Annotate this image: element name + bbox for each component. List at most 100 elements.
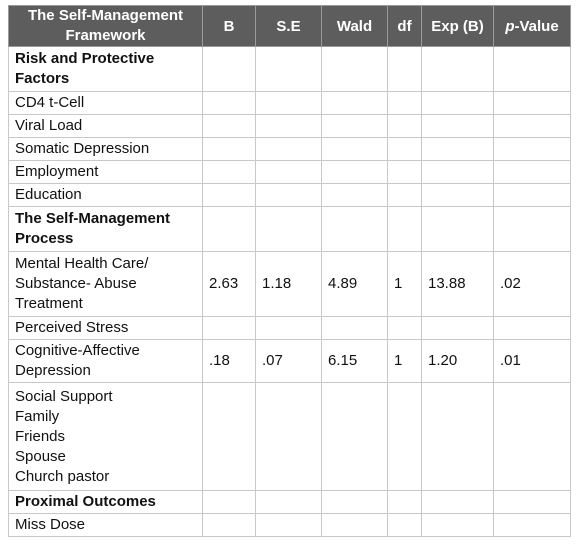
section-row: Proximal Outcomes bbox=[8, 490, 571, 514]
cell-df bbox=[387, 513, 422, 537]
row-label: Miss Dose bbox=[8, 513, 203, 537]
cell-df bbox=[387, 46, 422, 92]
cell-df bbox=[387, 206, 422, 252]
cell-wald: 6.15 bbox=[321, 339, 388, 383]
section-row: The Self-Management Process bbox=[8, 206, 571, 252]
cell-pvalue bbox=[493, 137, 571, 161]
cell-b: .18 bbox=[202, 339, 256, 383]
cell-expb bbox=[421, 137, 494, 161]
cell-df bbox=[387, 382, 422, 491]
cell-expb bbox=[421, 46, 494, 92]
row-label: CD4 t-Cell bbox=[8, 91, 203, 115]
cell-wald bbox=[321, 316, 388, 340]
cell-b bbox=[202, 46, 256, 92]
row-label: Cognitive-Affective Depression bbox=[8, 339, 203, 383]
cell-se bbox=[255, 160, 322, 184]
cell-se bbox=[255, 183, 322, 207]
cell-expb bbox=[421, 160, 494, 184]
table-row: CD4 t-Cell bbox=[8, 91, 571, 115]
cell-df bbox=[387, 316, 422, 340]
row-label: Mental Health Care/ Substance- Abuse Tre… bbox=[8, 251, 203, 317]
row-label: Viral Load bbox=[8, 114, 203, 138]
cell-wald bbox=[321, 46, 388, 92]
cell-pvalue bbox=[493, 206, 571, 252]
cell-wald bbox=[321, 183, 388, 207]
row-label: Employment bbox=[8, 160, 203, 184]
cell-se bbox=[255, 513, 322, 537]
cell-b: 2.63 bbox=[202, 251, 256, 317]
cell-b bbox=[202, 206, 256, 252]
table-row: Education bbox=[8, 183, 571, 207]
cell-wald bbox=[321, 114, 388, 138]
section-row: Risk and Protective Factors bbox=[8, 46, 571, 92]
cell-se bbox=[255, 316, 322, 340]
table-row: Cognitive-Affective Depression .18.07 6.15… bbox=[8, 339, 571, 383]
table-row: Perceived Stress bbox=[8, 316, 571, 340]
cell-b bbox=[202, 183, 256, 207]
cell-pvalue bbox=[493, 91, 571, 115]
header-df: df bbox=[387, 5, 422, 47]
section-label: The Self-Management Process bbox=[8, 206, 203, 252]
table-row: Somatic Depression bbox=[8, 137, 571, 161]
header-row: The Self-Management Framework B S.E Wald… bbox=[8, 5, 571, 47]
cell-b bbox=[202, 316, 256, 340]
cell-wald bbox=[321, 382, 388, 491]
cell-pvalue: .02 bbox=[493, 251, 571, 317]
cell-se bbox=[255, 382, 322, 491]
cell-wald bbox=[321, 513, 388, 537]
cell-wald bbox=[321, 160, 388, 184]
cell-df bbox=[387, 114, 422, 138]
cell-b bbox=[202, 114, 256, 138]
cell-expb: 13.88 bbox=[421, 251, 494, 317]
cell-expb bbox=[421, 316, 494, 340]
header-framework: The Self-Management Framework bbox=[8, 5, 203, 47]
cell-se: 1.18 bbox=[255, 251, 322, 317]
cell-b bbox=[202, 137, 256, 161]
cell-df bbox=[387, 137, 422, 161]
cell-b bbox=[202, 91, 256, 115]
header-pvalue-rest: -Value bbox=[514, 17, 559, 35]
table-row: Mental Health Care/ Substance- Abuse Tre… bbox=[8, 251, 571, 317]
table-header: The Self-Management Framework B S.E Wald… bbox=[8, 5, 571, 47]
header-expb: Exp (B) bbox=[421, 5, 494, 47]
cell-wald bbox=[321, 137, 388, 161]
cell-expb bbox=[421, 490, 494, 514]
table-row: Miss Dose bbox=[8, 513, 571, 537]
cell-pvalue bbox=[493, 490, 571, 514]
row-label: Perceived Stress bbox=[8, 316, 203, 340]
cell-wald bbox=[321, 91, 388, 115]
cell-pvalue bbox=[493, 316, 571, 340]
row-label: Social Support Family Friends Spouse Chu… bbox=[8, 382, 203, 491]
cell-df: 1 bbox=[387, 339, 422, 383]
cell-df bbox=[387, 490, 422, 514]
cell-b bbox=[202, 382, 256, 491]
cell-se bbox=[255, 114, 322, 138]
cell-se bbox=[255, 206, 322, 252]
cell-wald bbox=[321, 490, 388, 514]
regression-table: The Self-Management Framework B S.E Wald… bbox=[8, 5, 571, 537]
header-se: S.E bbox=[255, 5, 322, 47]
cell-se bbox=[255, 91, 322, 115]
header-b: B bbox=[202, 5, 256, 47]
table-row: Social Support Family Friends Spouse Chu… bbox=[8, 382, 571, 491]
cell-df bbox=[387, 160, 422, 184]
header-pvalue-italic: p bbox=[505, 17, 515, 35]
header-wald: Wald bbox=[321, 5, 388, 47]
cell-pvalue bbox=[493, 160, 571, 184]
cell-se bbox=[255, 46, 322, 92]
cell-se: .07 bbox=[255, 339, 322, 383]
cell-expb: 1.20 bbox=[421, 339, 494, 383]
cell-df bbox=[387, 91, 422, 115]
cell-pvalue bbox=[493, 114, 571, 138]
header-pvalue: p-Value bbox=[493, 5, 571, 47]
cell-se bbox=[255, 490, 322, 514]
cell-df: 1 bbox=[387, 251, 422, 317]
cell-b bbox=[202, 160, 256, 184]
cell-pvalue bbox=[493, 382, 571, 491]
cell-expb bbox=[421, 206, 494, 252]
cell-wald: 4.89 bbox=[321, 251, 388, 317]
cell-pvalue bbox=[493, 513, 571, 537]
section-label: Proximal Outcomes bbox=[8, 490, 203, 514]
cell-pvalue bbox=[493, 46, 571, 92]
row-label: Education bbox=[8, 183, 203, 207]
